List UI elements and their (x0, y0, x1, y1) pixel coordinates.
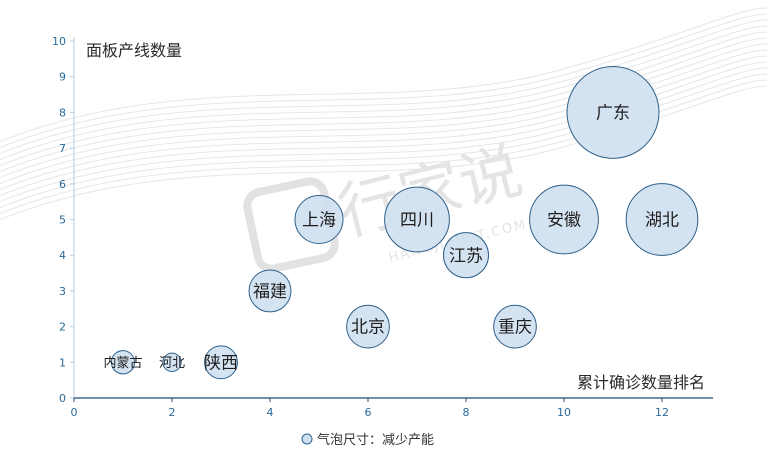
watermark-line (0, 37, 767, 173)
y-tick-label: 3 (59, 285, 66, 298)
bubble-label-内蒙古: 内蒙古 (103, 355, 142, 371)
bubble-湖北 (625, 183, 699, 256)
y-tick-label: 9 (59, 71, 66, 84)
bubble-北京 (346, 304, 390, 349)
bubble-福建 (248, 269, 292, 313)
bubble-广东 (566, 65, 660, 159)
x-axis-title: 累计确诊数量排名 (577, 373, 705, 392)
legend-bubble-icon (301, 433, 313, 445)
x-tick-label: 2 (169, 406, 176, 419)
y-tick-label: 8 (59, 106, 66, 119)
watermark-line (0, 31, 767, 167)
y-tick-label: 4 (59, 249, 66, 262)
bubble-上海 (294, 195, 344, 244)
bubble-label-四川: 四川 (400, 211, 434, 231)
bubble-河北 (162, 352, 182, 372)
watermark-line (0, 7, 767, 143)
bubble-label-安徽: 安徽 (547, 211, 581, 231)
x-tick-label: 6 (365, 406, 372, 419)
watermark-line (0, 85, 767, 221)
y-tick-label: 5 (59, 214, 66, 227)
watermark-line (0, 61, 767, 197)
y-axis-title: 面板产线数量 (86, 41, 182, 60)
x-tick-label: 10 (557, 406, 571, 419)
y-tick-label: 6 (59, 178, 66, 191)
watermark-line (0, 49, 767, 185)
legend-label: 气泡尺寸：减少产能 (317, 432, 434, 448)
watermark-line (0, 13, 767, 149)
bubble-江苏 (442, 232, 490, 279)
bubble-label-河北: 河北 (159, 356, 185, 371)
bubble-四川 (384, 186, 450, 253)
y-tick-label: 1 (59, 356, 66, 369)
y-tick-label: 7 (59, 142, 66, 155)
watermark: 行家说HANGJIANET.COM (0, 7, 767, 273)
watermark-line (0, 73, 767, 209)
bubble-label-北京: 北京 (351, 318, 385, 338)
bubble-label-重庆: 重庆 (498, 318, 532, 338)
y-tick-label: 10 (52, 35, 66, 48)
y-tick-label: 0 (59, 392, 66, 405)
bubble-label-江苏: 江苏 (449, 246, 483, 266)
y-tick-label: 2 (59, 321, 66, 334)
bubble-陕西 (204, 345, 238, 380)
watermark-line (0, 79, 767, 215)
bubble-label-福建: 福建 (253, 282, 287, 302)
watermark-line (0, 43, 767, 179)
bubble-label-陕西: 陕西 (204, 353, 238, 373)
x-tick-label: 8 (463, 406, 470, 419)
watermark-line (0, 55, 767, 191)
bubble-安徽 (529, 184, 599, 255)
bubble-label-广东: 广东 (596, 104, 630, 124)
bubble-重庆 (493, 304, 537, 349)
bubble-label-上海: 上海 (302, 211, 336, 231)
watermark-line (0, 25, 767, 161)
x-tick-label: 0 (71, 406, 78, 419)
x-tick-label: 4 (267, 406, 274, 419)
x-tick-label: 12 (655, 406, 669, 419)
watermark-line (0, 67, 767, 203)
legend: 气泡尺寸：减少产能 (301, 432, 434, 448)
bubble-label-湖北: 湖北 (645, 211, 679, 231)
watermark-line (0, 19, 767, 155)
bubble-内蒙古 (110, 350, 136, 375)
